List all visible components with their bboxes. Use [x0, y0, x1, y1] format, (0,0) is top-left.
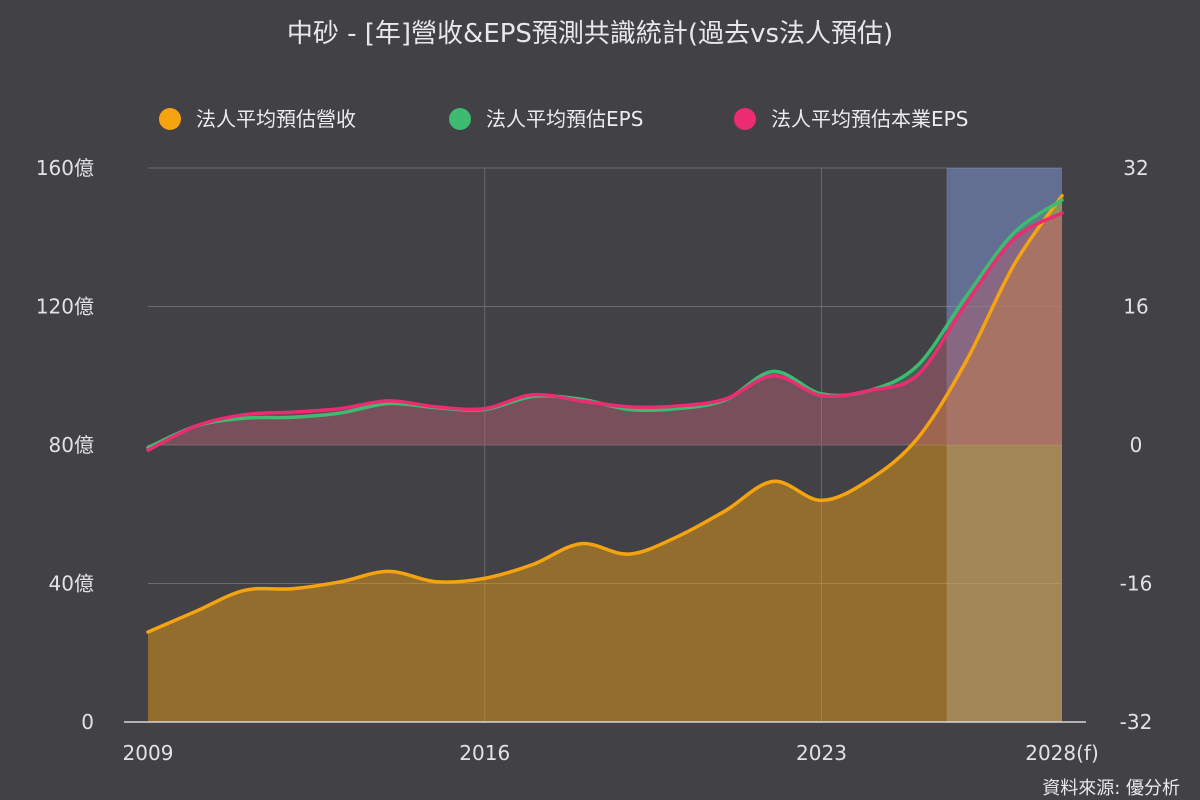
y-left-tick-label: 160億 — [36, 156, 94, 180]
y-left-tick-label: 120億 — [36, 295, 94, 319]
legend: 法人平均預估營收 法人平均預估EPS 法人平均預估本業EPS — [159, 107, 968, 131]
legend-label-core-eps: 法人平均預估本業EPS — [771, 107, 968, 131]
legend-item-revenue[interactable]: 法人平均預估營收 — [159, 107, 356, 131]
y-right-tick-label: 16 — [1123, 295, 1148, 319]
series-line-revenue — [146, 193, 1064, 634]
y-left-tick-label: 0 — [81, 710, 94, 734]
legend-item-core-eps[interactable]: 法人平均預估本業EPS — [734, 107, 968, 131]
legend-label-revenue: 法人平均預估營收 — [196, 107, 356, 131]
y-left-tick-label: 40億 — [49, 572, 94, 596]
y-left-tick-label: 80億 — [49, 433, 94, 457]
legend-marker-eps — [449, 108, 471, 130]
series-line-core-eps — [146, 211, 1064, 452]
x-tick-label: 2009 — [123, 741, 174, 765]
x-tick-label: 2016 — [459, 741, 510, 765]
axes: 0 -32 40億 -16 80億 0 120億 16 160億 32 2009 2016 2023 20… — [36, 156, 1153, 765]
y-right-tick-label: -32 — [1120, 710, 1153, 734]
legend-item-eps[interactable]: 法人平均預估EPS — [449, 107, 643, 131]
series-area-core-eps — [148, 213, 1062, 451]
forecast-band — [946, 168, 1062, 722]
y-right-tick-label: 32 — [1123, 156, 1148, 180]
legend-marker-core-eps — [734, 108, 756, 130]
source-note: 資料來源: 優分析 — [1042, 778, 1180, 799]
legend-marker-revenue — [159, 108, 181, 130]
series-area-eps — [148, 200, 1062, 448]
y-right-tick-label: 0 — [1130, 433, 1143, 457]
series-area-revenue — [148, 195, 1062, 722]
legend-label-eps: 法人平均預估EPS — [486, 107, 643, 131]
gridlines — [148, 167, 1062, 722]
plot-area — [146, 193, 1064, 722]
y-right-tick-label: -16 — [1120, 572, 1153, 596]
x-tick-label: 2028(f) — [1025, 741, 1099, 765]
x-tick-label: 2023 — [796, 741, 847, 765]
chart-title: 中砂 - [年]營收&EPS預測共識統計(過去vs法人預估) — [287, 19, 893, 49]
